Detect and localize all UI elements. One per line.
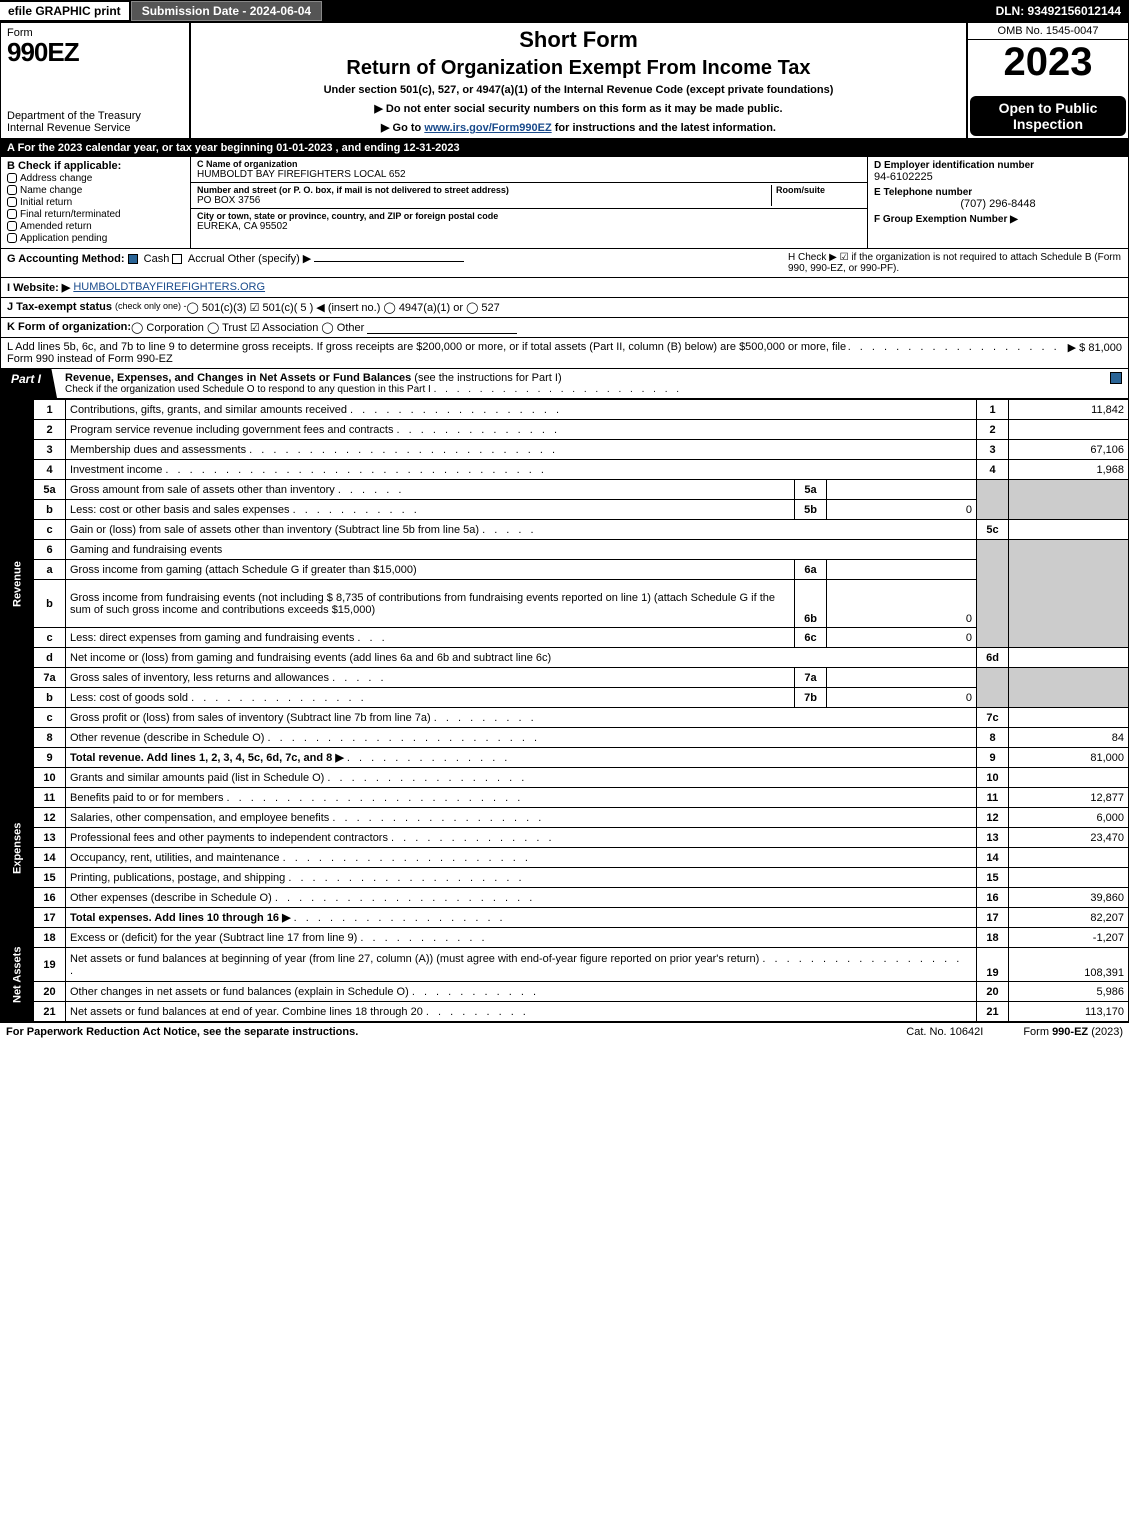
amt-8: 84 [1009,728,1129,748]
amt-3: 67,106 [1009,440,1129,460]
section-b-c-d: B Check if applicable: Address change Na… [0,157,1129,249]
tax-year: 2023 [968,40,1128,94]
chk-cash[interactable] [128,254,138,264]
header-middle: Short Form Return of Organization Exempt… [191,23,968,138]
section-h: H Check ▶ ☑ if the organization is not r… [782,252,1122,274]
amt-4: 1,968 [1009,460,1129,480]
website-link[interactable]: HUMBOLDTBAYFIREFIGHTERS.ORG [73,281,265,294]
open-inspection: Open to Public Inspection [970,96,1126,136]
part-i-tab: Part I [1,369,57,398]
department: Department of the Treasury Internal Reve… [7,110,183,134]
row-g-h: G Accounting Method: Cash Accrual Other … [0,249,1129,278]
row-i: I Website: ▶ HUMBOLDTBAYFIREFIGHTERS.ORG [0,278,1129,298]
amt-9: 81,000 [1009,748,1129,768]
amt-12: 6,000 [1009,808,1129,828]
tel-label: E Telephone number [874,187,1122,198]
netassets-side-label: Net Assets [1,928,34,1022]
submission-date: Submission Date - 2024-06-04 [131,1,322,21]
footer: For Paperwork Reduction Act Notice, see … [0,1022,1129,1041]
amt-6b: 0 [827,580,977,628]
ein: 94-6102225 [874,171,1122,183]
amt-13: 23,470 [1009,828,1129,848]
amt-1: 11,842 [1009,400,1129,420]
instruction-2: ▶ Go to www.irs.gov/Form990EZ for instru… [201,121,956,134]
telephone: (707) 296-8448 [874,198,1122,210]
efile-graphic-print[interactable]: efile GRAPHIC print [0,2,129,20]
org-city: EUREKA, CA 95502 [197,221,861,232]
expenses-side-label: Expenses [1,768,34,928]
lines-table: Revenue 1Contributions, gifts, grants, a… [0,399,1129,1022]
ein-label: D Employer identification number [874,160,1122,171]
return-title: Return of Organization Exempt From Incom… [201,57,956,80]
part-i-header: Part I Revenue, Expenses, and Changes in… [0,369,1129,399]
b-header: B Check if applicable: [7,160,184,172]
revenue-side-label: Revenue [1,400,34,768]
room-label: Room/suite [776,185,861,195]
column-c: C Name of organization HUMBOLDT BAY FIRE… [191,157,868,248]
chk-final-return[interactable]: Final return/terminated [7,209,184,220]
top-bar: efile GRAPHIC print Submission Date - 20… [0,0,1129,22]
amt-18: -1,207 [1009,928,1129,948]
amt-16: 39,860 [1009,888,1129,908]
column-d: D Employer identification number 94-6102… [868,157,1128,248]
header-right: OMB No. 1545-0047 2023 Open to Public In… [968,23,1128,138]
group-exemption-label: F Group Exemption Number ▶ [874,214,1122,225]
chk-schedule-o[interactable] [1110,372,1122,384]
chk-name-change[interactable]: Name change [7,185,184,196]
part-i-sub: Check if the organization used Schedule … [65,384,1096,395]
row-j: J Tax-exempt status (check only one) - ◯… [0,298,1129,318]
part-i-title: Revenue, Expenses, and Changes in Net As… [57,369,1104,398]
form-number: 990EZ [7,37,183,68]
under-section: Under section 501(c), 527, or 4947(a)(1)… [201,84,956,96]
chk-application-pending[interactable]: Application pending [7,233,184,244]
amt-20: 5,986 [1009,982,1129,1002]
row-k: K Form of organization: ◯ Corporation ◯ … [0,318,1129,338]
irs-link[interactable]: www.irs.gov/Form990EZ [424,122,551,134]
instruction-1: ▶ Do not enter social security numbers o… [201,102,956,115]
short-form-title: Short Form [201,27,956,53]
org-address: PO BOX 3756 [197,195,771,206]
l-amount: ▶ $ 81,000 [1068,341,1122,365]
footer-left: For Paperwork Reduction Act Notice, see … [6,1026,358,1038]
chk-initial-return[interactable]: Initial return [7,197,184,208]
amt-6c: 0 [827,628,977,648]
amt-17: 82,207 [1009,908,1129,928]
accounting-method: G Accounting Method: Cash Accrual Other … [7,252,782,265]
form-header: Form 990EZ Department of the Treasury In… [0,22,1129,139]
dln: DLN: 93492156012144 [996,4,1129,18]
omb-number: OMB No. 1545-0047 [968,23,1128,40]
c-addr-label: Number and street (or P. O. box, if mail… [197,185,771,195]
c-city-label: City or town, state or province, country… [197,211,861,221]
section-a: A For the 2023 calendar year, or tax yea… [0,139,1129,157]
c-name-label: C Name of organization [197,159,861,169]
chk-accrual[interactable] [172,254,182,264]
org-name: HUMBOLDT BAY FIREFIGHTERS LOCAL 652 [197,169,861,180]
chk-amended-return[interactable]: Amended return [7,221,184,232]
amt-7b: 0 [827,688,977,708]
header-left: Form 990EZ Department of the Treasury In… [1,23,191,138]
chk-address-change[interactable]: Address change [7,173,184,184]
amt-11: 12,877 [1009,788,1129,808]
amt-19: 108,391 [1009,948,1129,982]
footer-mid: Cat. No. 10642I [906,1026,983,1038]
row-l: L Add lines 5b, 6c, and 7b to line 9 to … [0,338,1129,369]
column-b: B Check if applicable: Address change Na… [1,157,191,248]
footer-right: Form 990-EZ (2023) [1023,1026,1123,1038]
amt-21: 113,170 [1009,1002,1129,1022]
amt-5b: 0 [827,500,977,520]
